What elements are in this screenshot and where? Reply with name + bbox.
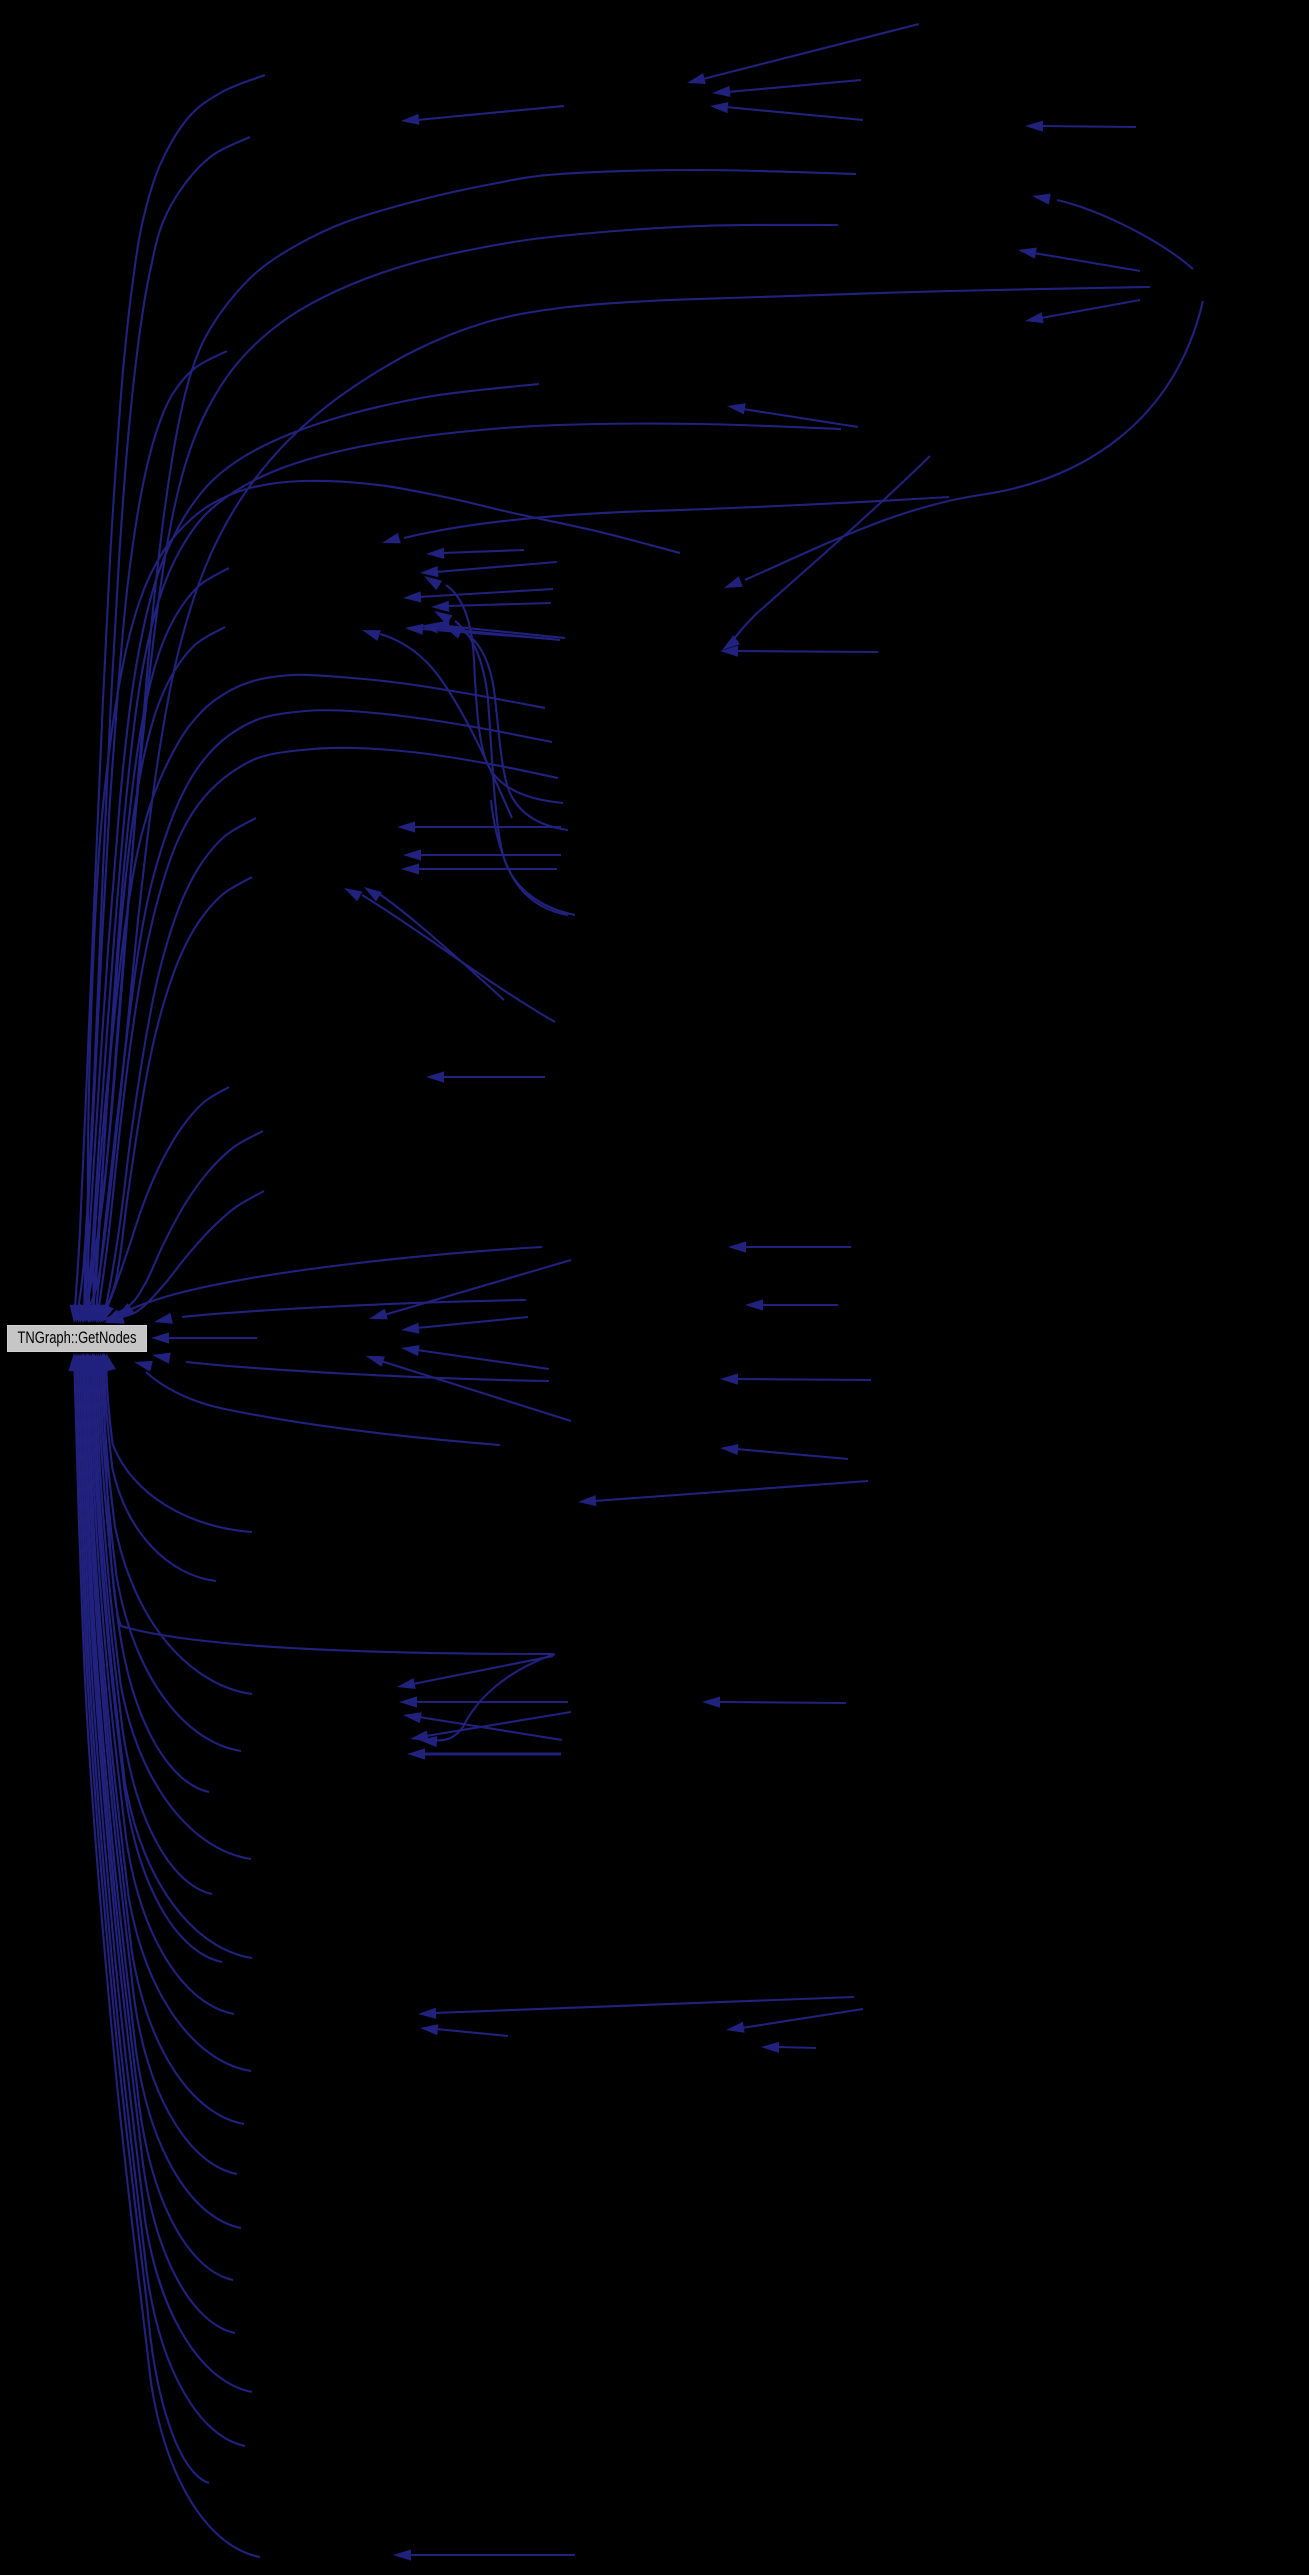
svg-text:TNGraph::GetNodes: TNGraph::GetNodes <box>18 1328 137 1347</box>
